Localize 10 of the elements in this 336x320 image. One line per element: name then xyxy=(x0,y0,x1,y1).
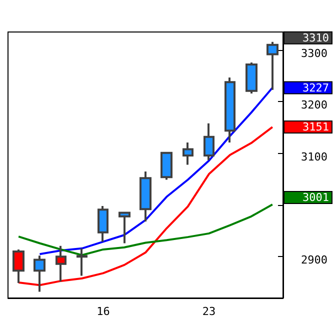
y-tick-label: 2900 xyxy=(301,254,328,267)
y-tick-label: 3300 xyxy=(301,47,328,60)
x-tick-label: 16 xyxy=(96,305,110,318)
text: 3151 xyxy=(302,120,329,134)
y-tick-label: 3200 xyxy=(301,98,328,112)
y-tick-label: 3100 xyxy=(301,150,328,164)
x-tick-label: 23 xyxy=(202,305,216,318)
text: 3227 xyxy=(302,81,329,94)
text: 3310 xyxy=(302,31,329,44)
text: 3001 xyxy=(302,191,329,204)
